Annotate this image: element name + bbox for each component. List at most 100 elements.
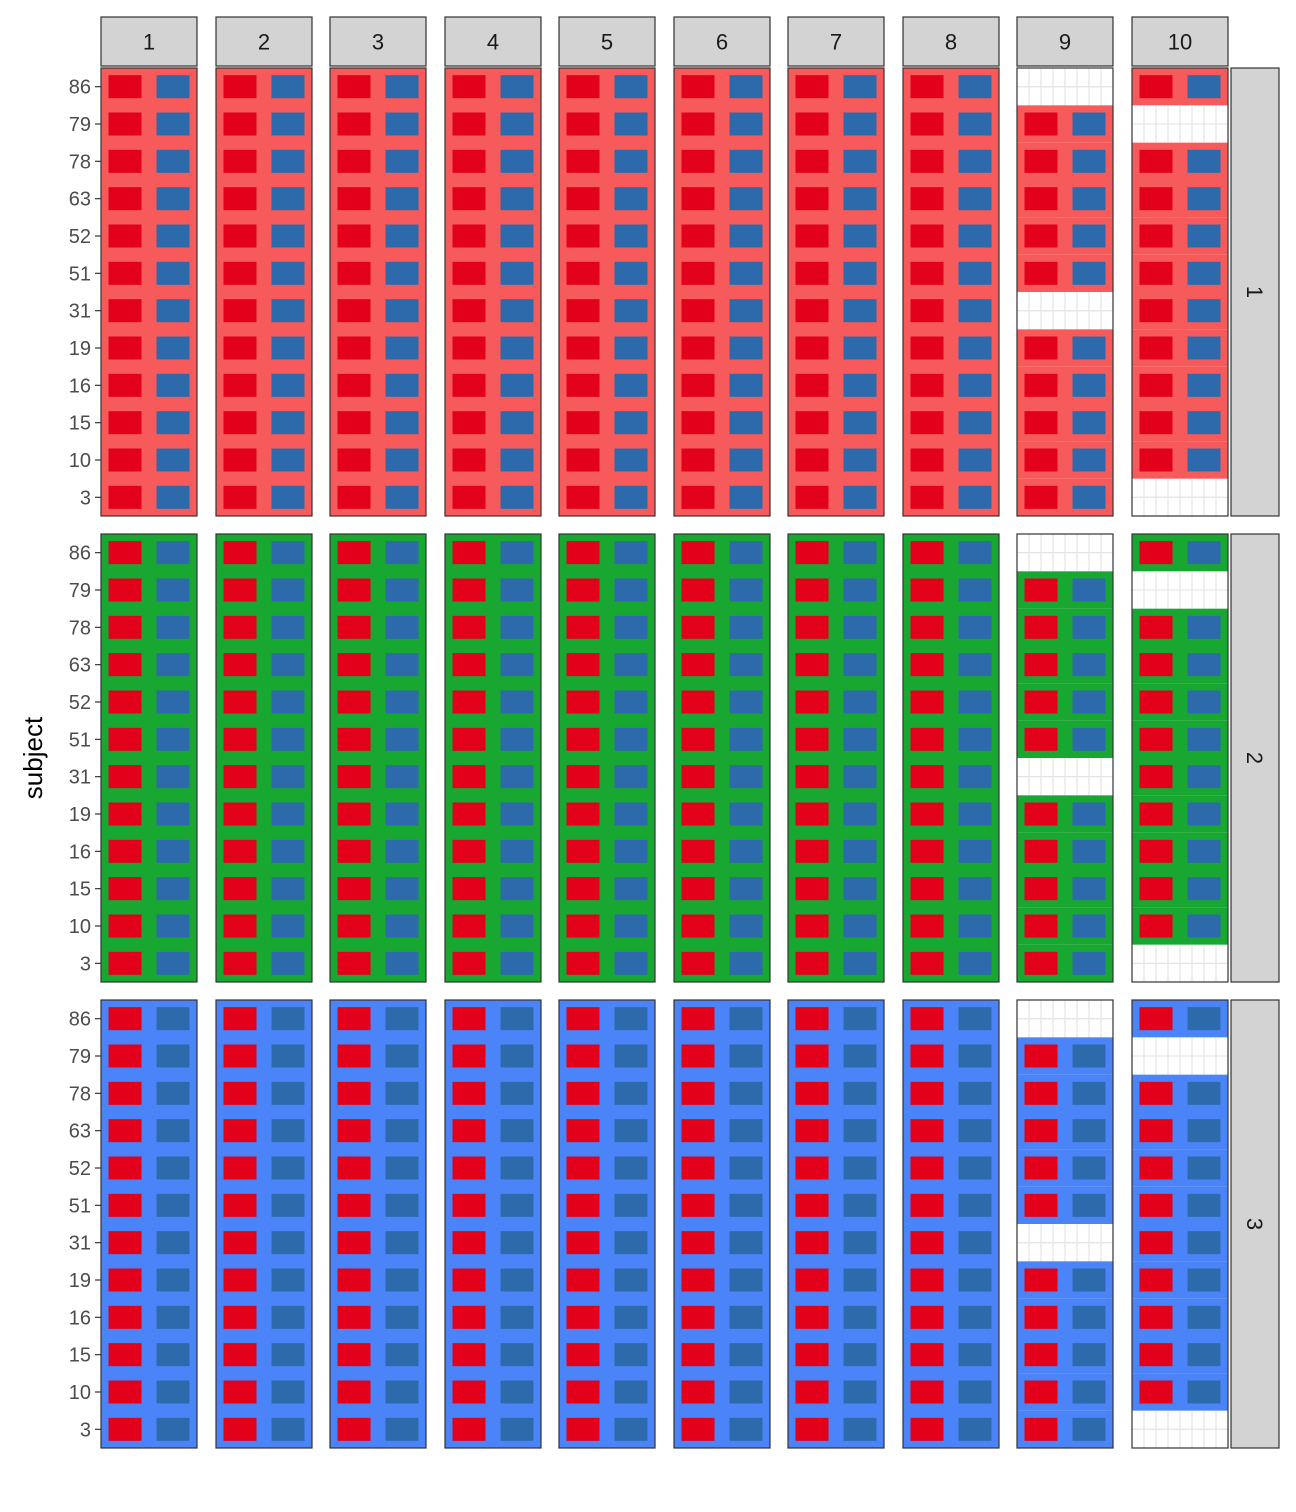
- tile-red-16: [681, 839, 715, 863]
- tile-red-51: [108, 1193, 142, 1217]
- tile-blue-78: [958, 149, 992, 173]
- tile-blue-10: [958, 448, 992, 472]
- tile-red-16: [1024, 839, 1058, 863]
- tile-red-10: [566, 448, 600, 472]
- tile-red-10: [1024, 448, 1058, 472]
- column-facet-strips: 1 2 3 4 5 6 7 8 9 10: [100, 16, 1229, 67]
- tile-blue-78: [385, 1081, 419, 1105]
- tile-red-78: [108, 615, 142, 639]
- tile-red-10: [337, 448, 371, 472]
- tile-blue-10: [385, 1380, 419, 1404]
- tile-red-15: [566, 411, 600, 435]
- tile-red-3: [1024, 951, 1058, 975]
- tile-red-10: [108, 1380, 142, 1404]
- tile-blue-31: [1187, 1231, 1221, 1255]
- panel-background: [330, 534, 426, 982]
- tile-red-10: [1139, 1380, 1173, 1404]
- panel-background: [559, 1000, 655, 1448]
- tile-blue-63: [500, 1119, 534, 1143]
- panel-border: [673, 67, 771, 517]
- tile-blue-63: [1072, 1119, 1106, 1143]
- tile-red-3: [223, 951, 257, 975]
- tile-blue-86: [500, 1007, 534, 1031]
- tile-blue-10: [156, 914, 190, 938]
- tile-red-3: [452, 1417, 486, 1441]
- tile-red-10: [681, 914, 715, 938]
- tile-blue-79: [385, 112, 419, 136]
- tile-blue-79: [385, 1044, 419, 1068]
- tile-red-15: [1139, 411, 1173, 435]
- tile-blue-52: [271, 224, 305, 248]
- tile-blue-19: [156, 802, 190, 826]
- tile-blue-15: [385, 411, 419, 435]
- tile-blue-78: [843, 1081, 877, 1105]
- tile-red-19: [452, 336, 486, 360]
- tile-blue-86: [958, 541, 992, 565]
- tile-red-15: [108, 877, 142, 901]
- tile-red-15: [1139, 1343, 1173, 1367]
- column-strip-label: 3: [372, 30, 384, 55]
- tile-blue-51: [614, 727, 648, 751]
- tile-red-86: [1139, 541, 1173, 565]
- tile-blue-51: [156, 727, 190, 751]
- panel-background: [903, 68, 999, 516]
- tile-red-78: [452, 615, 486, 639]
- tile-red-78: [795, 615, 829, 639]
- y-tick-label: 52: [69, 1158, 91, 1180]
- tile-blue-31: [271, 299, 305, 323]
- y-tick-label: 31: [69, 301, 91, 323]
- tile-blue-16: [614, 1305, 648, 1329]
- y-tick-label: 79: [69, 1046, 91, 1068]
- tile-blue-63: [614, 653, 648, 677]
- tile-red-10: [910, 1380, 944, 1404]
- y-tick-label: 16: [69, 1307, 91, 1329]
- tile-blue-31: [614, 299, 648, 323]
- tile-blue-19: [500, 1268, 534, 1292]
- tile-blue-19: [843, 1268, 877, 1292]
- tile-red-15: [452, 1343, 486, 1367]
- tile-red-78: [1139, 615, 1173, 639]
- tile-red-19: [566, 802, 600, 826]
- tile-red-31: [910, 765, 944, 789]
- tile-blue-15: [500, 1343, 534, 1367]
- panel-2-8: [902, 533, 1000, 983]
- panel-2-6: [673, 533, 771, 983]
- tile-red-3: [910, 1417, 944, 1441]
- y-tick-label: 19: [69, 338, 91, 360]
- tile-red-3: [337, 1417, 371, 1441]
- tile-red-15: [337, 877, 371, 901]
- tile-red-16: [795, 1305, 829, 1329]
- tile-red-78: [1139, 149, 1173, 173]
- tile-blue-10: [271, 1380, 305, 1404]
- tile-blue-3: [1072, 951, 1106, 975]
- panel-1-2: [215, 67, 313, 517]
- tile-red-86: [566, 75, 600, 99]
- tile-red-3: [108, 1417, 142, 1441]
- y-tick-label: 19: [69, 1270, 91, 1292]
- tile-blue-31: [843, 1231, 877, 1255]
- tile-red-79: [681, 112, 715, 136]
- tile-blue-31: [156, 1231, 190, 1255]
- tile-blue-10: [614, 1380, 648, 1404]
- tile-blue-86: [1187, 75, 1221, 99]
- tile-blue-51: [500, 727, 534, 751]
- tile-red-63: [223, 187, 257, 211]
- tile-red-31: [566, 299, 600, 323]
- tile-blue-86: [614, 541, 648, 565]
- tile-blue-52: [271, 690, 305, 714]
- y-tick-label: 86: [69, 77, 91, 99]
- y-tick-label: 31: [69, 1233, 91, 1255]
- tile-red-51: [795, 1193, 829, 1217]
- tile-blue-16: [1072, 839, 1106, 863]
- tile-red-15: [910, 411, 944, 435]
- tile-blue-63: [1187, 1119, 1221, 1143]
- panel-3-7: [787, 999, 885, 1449]
- tile-red-52: [795, 690, 829, 714]
- y-tick-label: 52: [69, 692, 91, 714]
- tile-red-79: [681, 1044, 715, 1068]
- tile-red-51: [1024, 727, 1058, 751]
- tile-blue-51: [729, 261, 763, 285]
- tile-red-63: [795, 187, 829, 211]
- tile-red-52: [337, 224, 371, 248]
- y-axes: 86 79 78 63 52 51 31 19 16 15 10 3 86 79 78 63 52 51 31 19 1…: [69, 77, 101, 1441]
